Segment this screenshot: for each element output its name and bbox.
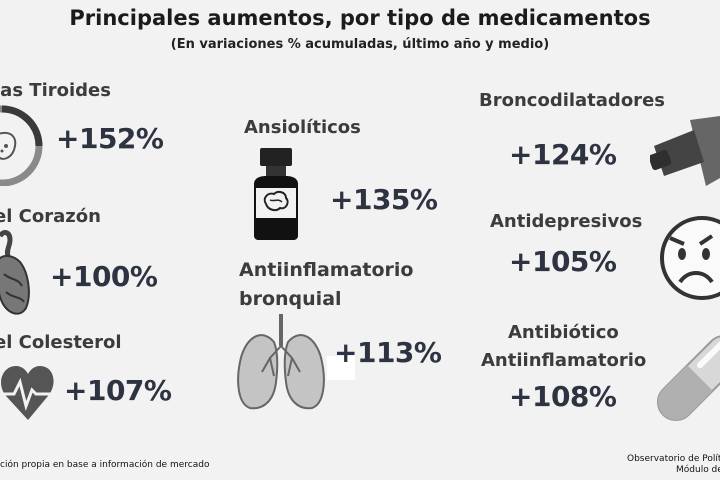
category-label-antidepressants: Antidepresivos <box>490 211 643 232</box>
brain-bottle-icon <box>248 146 304 240</box>
white-patch <box>327 356 355 380</box>
lungs-icon <box>234 312 328 412</box>
category-label-thyroid: las Tiroides <box>0 80 111 101</box>
heartbeat-icon <box>0 360 56 426</box>
page-title: Principales aumentos, por tipo de medica… <box>69 6 651 30</box>
capsule-icon <box>656 330 720 426</box>
page-subtitle: (En variaciones % acumuladas, último año… <box>170 37 550 52</box>
category-label-anxiolytics: Ansiolíticos <box>244 117 361 138</box>
category-value-bronchodilators: +124% <box>509 138 617 171</box>
category-value-anxiolytics: +135% <box>330 183 438 216</box>
category-value-antidepressants: +105% <box>509 245 617 278</box>
thyroid-icon <box>0 104 48 186</box>
category-label-bronchial-line1: Antiinflamatorio <box>239 259 414 281</box>
category-label-cholesterol: el Colesterol <box>0 332 122 353</box>
category-value-antibiotic: +108% <box>509 380 617 413</box>
category-label-antibiotic-line1: Antibiótico <box>508 322 619 343</box>
category-value-bronchial: +113% <box>334 336 442 369</box>
category-label-bronchodilators: Broncodilatadores <box>479 90 665 111</box>
sad-face-icon <box>656 212 720 304</box>
category-label-heart: el Corazón <box>0 206 101 227</box>
credit-line-2: Módulo de E <box>676 465 720 475</box>
category-value-thyroid: +152% <box>56 122 164 155</box>
category-value-heart: +100% <box>50 260 158 293</box>
source-note: ción propia en base a información de mer… <box>0 460 210 470</box>
heart-organ-icon <box>0 228 36 320</box>
credit-line-1: Observatorio de Políticas <box>627 454 720 464</box>
inhaler-icon <box>650 116 720 190</box>
category-label-bronchial-line2: bronquial <box>239 288 342 310</box>
category-value-cholesterol: +107% <box>64 374 172 407</box>
category-label-antibiotic-line2: Antiinflamatorio <box>481 350 647 371</box>
